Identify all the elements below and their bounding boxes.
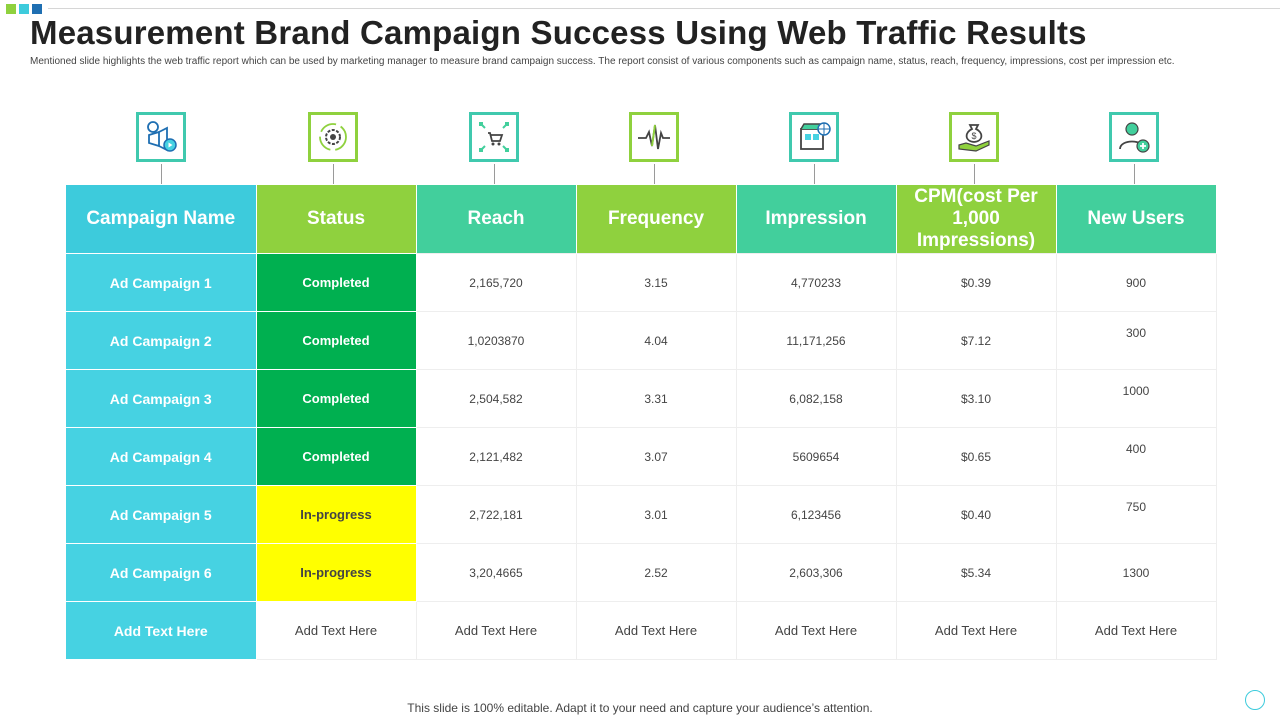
status-cell: Completed [255,253,417,312]
reach-cell: 2,165,720 [415,253,577,312]
page-subtitle: Mentioned slide highlights the web traff… [30,56,1175,67]
column-header-campaign-name: Campaign Name [66,185,257,254]
icon-cell-reach [469,110,525,186]
campaign-name-cell: Ad Campaign 2 [66,311,257,370]
icon-cell-impression [789,110,845,186]
table-row: Ad Campaign 5 In-progress 2,722,181 3.01… [66,485,1217,544]
column-header-status: Status [256,185,417,254]
money-bag-hand-icon: $ [949,112,999,162]
impression-cell: 2,603,306 [735,543,897,602]
reach-cell: 2,121,482 [415,427,577,486]
status-cell: Completed [255,427,417,486]
icon-connector [974,164,975,184]
frequency-cell: 3.31 [575,369,737,428]
status-cell: In-progress [255,543,417,602]
footer-note: This slide is 100% editable. Adapt it to… [407,701,873,715]
table-header-row: Campaign Name Status Reach Frequency Imp… [66,185,1217,254]
campaign-results-table: Campaign Name Status Reach Frequency Imp… [66,185,1217,660]
pulse-wave-icon [629,112,679,162]
icon-connector [654,164,655,184]
cpm-cell: $3.10 [895,369,1057,428]
icon-cell-campaign [136,110,186,186]
status-cell: In-progress [255,485,417,544]
table-row: Ad Campaign 4 Completed 2,121,482 3.07 5… [66,427,1217,486]
cpm-cell: $5.34 [895,543,1057,602]
gear-cycle-icon [308,112,358,162]
impression-cell: 6,082,158 [735,369,897,428]
campaign-name-cell: Ad Campaign 5 [66,485,257,544]
new-users-cell: 750 [1055,485,1217,544]
icon-connector [814,164,815,184]
icon-connector [333,164,334,184]
icon-cell-frequency [629,110,685,186]
corner-circle-decoration [1245,690,1265,710]
page-title: Measurement Brand Campaign Success Using… [30,14,1087,51]
frequency-cell: 4.04 [575,311,737,370]
corner-decoration [6,4,42,14]
table-row: Add Text Here Add Text Here Add Text Her… [66,601,1217,660]
impression-cell: 11,171,256 [735,311,897,370]
reach-cell: Add Text Here [415,601,577,660]
impression-cell: 4,770233 [735,253,897,312]
svg-text:$: $ [971,131,976,141]
new-users-cell: Add Text Here [1055,601,1217,660]
new-users-value: 300 [1125,325,1147,340]
reach-cell: 2,722,181 [415,485,577,544]
frequency-cell: 3.01 [575,485,737,544]
reach-cell: 3,20,4665 [415,543,577,602]
impression-cell: 5609654 [735,427,897,486]
cpm-cell: $0.40 [895,485,1057,544]
icon-cell-new-users [1109,110,1165,186]
column-header-cpm: CPM(cost Per 1,000 Impressions) [896,185,1057,254]
table-row: Ad Campaign 2 Completed 1,0203870 4.04 1… [66,311,1217,370]
new-users-value: 750 [1125,499,1147,514]
new-users-cell: 1300 [1055,543,1217,602]
impression-cell: Add Text Here [735,601,897,660]
status-cell: Add Text Here [255,601,417,660]
campaign-name-cell: Ad Campaign 3 [66,369,257,428]
cpm-cell: Add Text Here [895,601,1057,660]
icon-connector [1134,164,1135,184]
new-users-cell: 300 [1055,311,1217,370]
new-users-value: 1000 [1122,383,1150,398]
frequency-cell: 3.15 [575,253,737,312]
frequency-cell: Add Text Here [575,601,737,660]
frequency-cell: 2.52 [575,543,737,602]
cpm-cell: $0.65 [895,427,1057,486]
column-header-frequency: Frequency [576,185,737,254]
cpm-cell: $0.39 [895,253,1057,312]
column-header-impression: Impression [736,185,897,254]
status-cell: Completed [255,311,417,370]
add-user-icon [1109,112,1159,162]
table-row: Ad Campaign 3 Completed 2,504,582 3.31 6… [66,369,1217,428]
reach-cell: 1,0203870 [415,311,577,370]
new-users-cell: 1000 [1055,369,1217,428]
top-divider [48,8,1280,9]
table-row: Ad Campaign 6 In-progress 3,20,4665 2.52… [66,543,1217,602]
icon-cell-status [308,110,364,186]
column-header-new-users: New Users [1056,185,1217,254]
campaign-name-cell: Ad Campaign 4 [66,427,257,486]
store-globe-icon [789,112,839,162]
megaphone-icon [136,112,186,162]
icon-connector [161,164,162,184]
campaign-name-cell: Ad Campaign 6 [66,543,257,602]
new-users-cell: 400 [1055,427,1217,486]
frequency-cell: 3.07 [575,427,737,486]
icon-connector [494,164,495,184]
cpm-cell: $7.12 [895,311,1057,370]
icon-cell-cpm: $ [949,110,1005,186]
impression-cell: 6,123456 [735,485,897,544]
column-icons-row: $ [66,110,1216,186]
table-row: Ad Campaign 1 Completed 2,165,720 3.15 4… [66,253,1217,312]
campaign-name-cell: Add Text Here [66,601,257,660]
campaign-name-cell: Ad Campaign 1 [66,253,257,312]
status-cell: Completed [255,369,417,428]
column-header-reach: Reach [416,185,577,254]
new-users-cell: 900 [1055,253,1217,312]
cart-network-icon [469,112,519,162]
reach-cell: 2,504,582 [415,369,577,428]
new-users-value: 400 [1125,441,1147,456]
